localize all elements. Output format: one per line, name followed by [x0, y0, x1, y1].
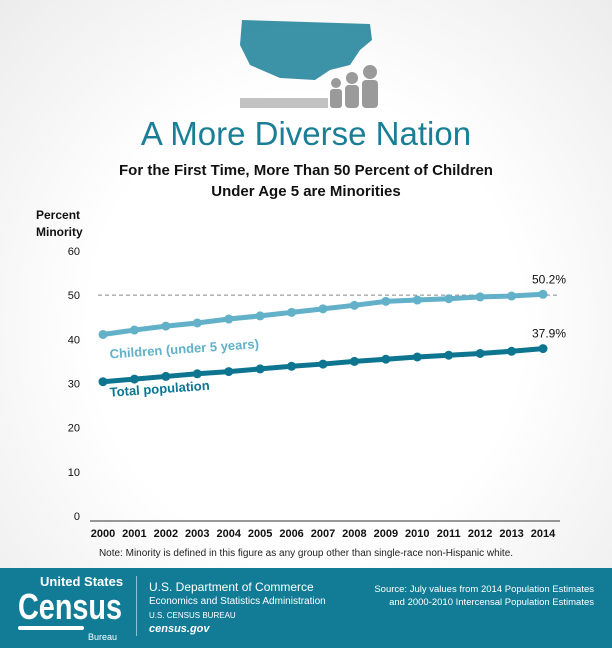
x-tick-label: 2003 [185, 528, 209, 540]
x-tick-label: 2002 [154, 528, 178, 540]
bureau-name: U.S. CENSUS BUREAU [149, 611, 236, 620]
logo-bottom: Bureau [88, 632, 118, 642]
data-point [538, 344, 548, 354]
end-value-label: 50.2% [532, 272, 566, 286]
source-text: Source: July values from 2014 Population… [374, 583, 594, 609]
source-line: and 2000-2010 Intercensal Population Est… [389, 597, 594, 608]
data-point [444, 350, 454, 360]
x-tick-label: 2013 [499, 528, 523, 540]
data-point [475, 292, 485, 302]
data-point [161, 321, 171, 331]
x-tick-label: 2012 [468, 528, 492, 540]
data-point [475, 348, 485, 358]
x-tick-label: 2008 [342, 528, 366, 540]
admin-name: Economics and Statistics Administration [149, 596, 326, 607]
y-tick-label: 20 [68, 423, 80, 435]
census-link[interactable]: census.gov [149, 623, 210, 635]
y-tick-label: 30 [68, 379, 80, 391]
data-point [381, 296, 391, 306]
us-map-people-graphic [240, 20, 378, 108]
y-tick-label: 60 [68, 246, 80, 258]
data-point [192, 369, 202, 379]
logo-bar [18, 626, 84, 630]
x-tick-label: 2006 [279, 528, 303, 540]
y-tick-label: 0 [74, 511, 80, 523]
line-chart: 0 10 20 30 40 50 60 2000 2001 2002 2003 2004 2005 200… [68, 246, 567, 540]
data-point [287, 361, 297, 371]
data-point [349, 356, 359, 366]
y-label-line: Minority [36, 225, 83, 239]
x-tick-label: 2011 [437, 528, 461, 540]
data-point [381, 354, 391, 364]
data-point [507, 291, 517, 301]
chart-note: Note: Minority is defined in this figure… [98, 548, 514, 559]
logo-top: United States [40, 574, 124, 589]
x-tick-label: 2004 [216, 528, 241, 540]
data-point [98, 377, 108, 387]
page-title: A More Diverse Nation [140, 115, 472, 152]
data-point [318, 359, 328, 369]
x-tick-label: 2009 [374, 528, 398, 540]
data-point [318, 304, 328, 314]
subtitle: For the First Time, More Than 50 Percent… [0, 160, 612, 202]
data-point [192, 318, 202, 328]
series-label: Total population [109, 378, 210, 400]
divider [136, 576, 137, 636]
x-tick-label: 2010 [405, 528, 429, 540]
data-point [129, 325, 139, 335]
y-label-line: Percent [36, 208, 81, 222]
data-point [412, 352, 422, 362]
x-tick-label: 2001 [122, 528, 146, 540]
x-tick-label: 2005 [248, 528, 272, 540]
y-axis-label: Percent Minority [36, 207, 83, 241]
x-tick-label: 2007 [311, 528, 335, 540]
data-point [507, 346, 517, 356]
end-value-label: 37.9% [532, 327, 566, 341]
data-point [255, 364, 265, 374]
data-point [287, 307, 297, 317]
census-logo: Census [18, 586, 123, 627]
data-point [255, 311, 265, 321]
data-point [98, 329, 108, 339]
subtitle-line: Under Age 5 are Minorities [211, 183, 401, 200]
data-point [224, 314, 234, 324]
footer: United States Census Bureau U.S. Departm… [0, 568, 612, 648]
data-point [444, 294, 454, 304]
y-tick-label: 50 [68, 290, 80, 302]
subtitle-line: For the First Time, More Than 50 Percent… [119, 162, 493, 179]
data-point [412, 295, 422, 305]
data-point [538, 289, 548, 299]
data-point [224, 367, 234, 377]
y-tick-label: 40 [68, 334, 80, 346]
y-tick-label: 10 [68, 467, 80, 479]
series-label: Children (under 5 years) [109, 336, 259, 361]
source-line: Source: July values from 2014 Population… [374, 584, 594, 595]
x-tick-label: 2014 [531, 528, 556, 540]
dept-name: U.S. Department of Commerce [149, 580, 314, 594]
data-point [129, 374, 139, 384]
data-point [349, 300, 359, 310]
data-point [161, 371, 171, 381]
x-tick-label: 2000 [91, 528, 115, 540]
